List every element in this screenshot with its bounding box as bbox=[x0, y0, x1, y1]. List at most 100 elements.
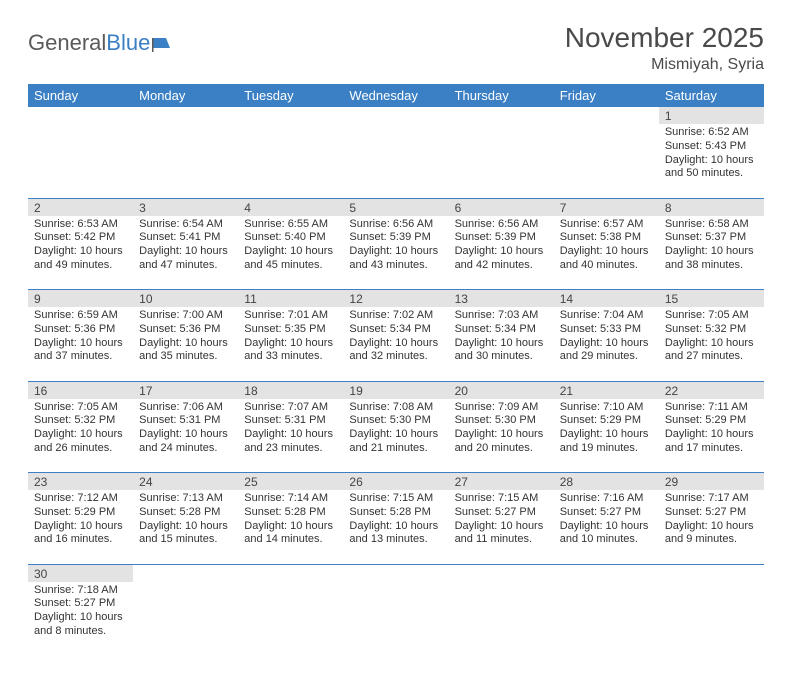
day-number-cell: 9 bbox=[28, 290, 133, 308]
day-content-cell: Sunrise: 6:58 AMSunset: 5:37 PMDaylight:… bbox=[659, 216, 764, 290]
day-number-cell bbox=[659, 564, 764, 582]
content-row: Sunrise: 7:18 AMSunset: 5:27 PMDaylight:… bbox=[28, 582, 764, 656]
day-content-cell: Sunrise: 6:56 AMSunset: 5:39 PMDaylight:… bbox=[343, 216, 448, 290]
sunrise-line: Sunrise: 7:09 AM bbox=[455, 401, 548, 415]
day-content-cell: Sunrise: 7:01 AMSunset: 5:35 PMDaylight:… bbox=[238, 307, 343, 381]
sunrise-line: Sunrise: 7:06 AM bbox=[139, 401, 232, 415]
sunrise-line: Sunrise: 7:07 AM bbox=[244, 401, 337, 415]
header: GeneralBlue November 2025 Mismiyah, Syri… bbox=[28, 22, 764, 74]
day-content-cell: Sunrise: 7:09 AMSunset: 5:30 PMDaylight:… bbox=[449, 399, 554, 473]
daylight-line: Daylight: 10 hours and 32 minutes. bbox=[349, 337, 442, 365]
sunrise-line: Sunrise: 6:55 AM bbox=[244, 218, 337, 232]
day-number-cell: 18 bbox=[238, 381, 343, 399]
day-content-cell: Sunrise: 7:05 AMSunset: 5:32 PMDaylight:… bbox=[28, 399, 133, 473]
day-content-cell: Sunrise: 6:59 AMSunset: 5:36 PMDaylight:… bbox=[28, 307, 133, 381]
day-number-cell: 2 bbox=[28, 198, 133, 216]
sunrise-line: Sunrise: 6:54 AM bbox=[139, 218, 232, 232]
day-content-cell: Sunrise: 7:08 AMSunset: 5:30 PMDaylight:… bbox=[343, 399, 448, 473]
day-content-cell: Sunrise: 7:00 AMSunset: 5:36 PMDaylight:… bbox=[133, 307, 238, 381]
day-number-cell: 13 bbox=[449, 290, 554, 308]
day-number-cell: 20 bbox=[449, 381, 554, 399]
sunrise-line: Sunrise: 7:03 AM bbox=[455, 309, 548, 323]
day-number-cell: 5 bbox=[343, 198, 448, 216]
daylight-line: Daylight: 10 hours and 30 minutes. bbox=[455, 337, 548, 365]
daynum-row: 16171819202122 bbox=[28, 381, 764, 399]
day-header-row: Sunday Monday Tuesday Wednesday Thursday… bbox=[28, 84, 764, 107]
day-number-cell bbox=[28, 107, 133, 124]
sunrise-line: Sunrise: 7:11 AM bbox=[665, 401, 758, 415]
day-number-cell: 4 bbox=[238, 198, 343, 216]
day-number-cell: 16 bbox=[28, 381, 133, 399]
day-content-cell bbox=[449, 582, 554, 656]
daylight-line: Daylight: 10 hours and 26 minutes. bbox=[34, 428, 127, 456]
daylight-line: Daylight: 10 hours and 27 minutes. bbox=[665, 337, 758, 365]
sunrise-line: Sunrise: 6:52 AM bbox=[665, 126, 758, 140]
day-header: Tuesday bbox=[238, 84, 343, 107]
day-number-cell: 8 bbox=[659, 198, 764, 216]
sunset-line: Sunset: 5:28 PM bbox=[244, 506, 337, 520]
day-header: Monday bbox=[133, 84, 238, 107]
daylight-line: Daylight: 10 hours and 50 minutes. bbox=[665, 154, 758, 182]
sunset-line: Sunset: 5:43 PM bbox=[665, 140, 758, 154]
day-number-cell bbox=[343, 564, 448, 582]
day-number-cell: 7 bbox=[554, 198, 659, 216]
daylight-line: Daylight: 10 hours and 17 minutes. bbox=[665, 428, 758, 456]
day-content-cell: Sunrise: 6:52 AMSunset: 5:43 PMDaylight:… bbox=[659, 124, 764, 198]
day-content-cell: Sunrise: 7:15 AMSunset: 5:27 PMDaylight:… bbox=[449, 490, 554, 564]
day-number-cell bbox=[449, 107, 554, 124]
day-number-cell bbox=[133, 564, 238, 582]
sunset-line: Sunset: 5:32 PM bbox=[665, 323, 758, 337]
day-content-cell bbox=[659, 582, 764, 656]
day-content-cell: Sunrise: 7:17 AMSunset: 5:27 PMDaylight:… bbox=[659, 490, 764, 564]
day-content-cell bbox=[554, 582, 659, 656]
day-content-cell bbox=[554, 124, 659, 198]
day-number-cell: 14 bbox=[554, 290, 659, 308]
day-content-cell: Sunrise: 6:55 AMSunset: 5:40 PMDaylight:… bbox=[238, 216, 343, 290]
day-number-cell: 26 bbox=[343, 473, 448, 491]
sunset-line: Sunset: 5:29 PM bbox=[560, 414, 653, 428]
content-row: Sunrise: 6:52 AMSunset: 5:43 PMDaylight:… bbox=[28, 124, 764, 198]
day-number-cell: 27 bbox=[449, 473, 554, 491]
daylight-line: Daylight: 10 hours and 8 minutes. bbox=[34, 611, 127, 639]
daylight-line: Daylight: 10 hours and 16 minutes. bbox=[34, 520, 127, 548]
day-content-cell: Sunrise: 6:53 AMSunset: 5:42 PMDaylight:… bbox=[28, 216, 133, 290]
daylight-line: Daylight: 10 hours and 11 minutes. bbox=[455, 520, 548, 548]
day-content-cell bbox=[238, 582, 343, 656]
daynum-row: 23242526272829 bbox=[28, 473, 764, 491]
sunrise-line: Sunrise: 7:02 AM bbox=[349, 309, 442, 323]
daynum-row: 2345678 bbox=[28, 198, 764, 216]
day-content-cell bbox=[133, 124, 238, 198]
day-number-cell: 29 bbox=[659, 473, 764, 491]
day-number-cell bbox=[133, 107, 238, 124]
sunset-line: Sunset: 5:27 PM bbox=[665, 506, 758, 520]
sunrise-line: Sunrise: 7:17 AM bbox=[665, 492, 758, 506]
day-content-cell: Sunrise: 7:06 AMSunset: 5:31 PMDaylight:… bbox=[133, 399, 238, 473]
sunrise-line: Sunrise: 6:53 AM bbox=[34, 218, 127, 232]
sunrise-line: Sunrise: 7:05 AM bbox=[665, 309, 758, 323]
calendar-table: Sunday Monday Tuesday Wednesday Thursday… bbox=[28, 84, 764, 656]
day-number-cell: 12 bbox=[343, 290, 448, 308]
daylight-line: Daylight: 10 hours and 10 minutes. bbox=[560, 520, 653, 548]
day-content-cell: Sunrise: 7:04 AMSunset: 5:33 PMDaylight:… bbox=[554, 307, 659, 381]
daylight-line: Daylight: 10 hours and 45 minutes. bbox=[244, 245, 337, 273]
sunset-line: Sunset: 5:27 PM bbox=[34, 597, 127, 611]
day-number-cell: 10 bbox=[133, 290, 238, 308]
sunset-line: Sunset: 5:34 PM bbox=[349, 323, 442, 337]
day-number-cell: 21 bbox=[554, 381, 659, 399]
sunset-line: Sunset: 5:36 PM bbox=[139, 323, 232, 337]
sunrise-line: Sunrise: 7:01 AM bbox=[244, 309, 337, 323]
daylight-line: Daylight: 10 hours and 49 minutes. bbox=[34, 245, 127, 273]
sunrise-line: Sunrise: 7:10 AM bbox=[560, 401, 653, 415]
day-number-cell bbox=[343, 107, 448, 124]
location: Mismiyah, Syria bbox=[565, 56, 764, 74]
day-number-cell: 23 bbox=[28, 473, 133, 491]
daylight-line: Daylight: 10 hours and 47 minutes. bbox=[139, 245, 232, 273]
day-number-cell: 3 bbox=[133, 198, 238, 216]
sunset-line: Sunset: 5:36 PM bbox=[34, 323, 127, 337]
day-number-cell: 24 bbox=[133, 473, 238, 491]
sunrise-line: Sunrise: 7:14 AM bbox=[244, 492, 337, 506]
month-title: November 2025 bbox=[565, 22, 764, 54]
day-content-cell bbox=[343, 582, 448, 656]
title-block: November 2025 Mismiyah, Syria bbox=[565, 22, 764, 74]
day-content-cell bbox=[343, 124, 448, 198]
